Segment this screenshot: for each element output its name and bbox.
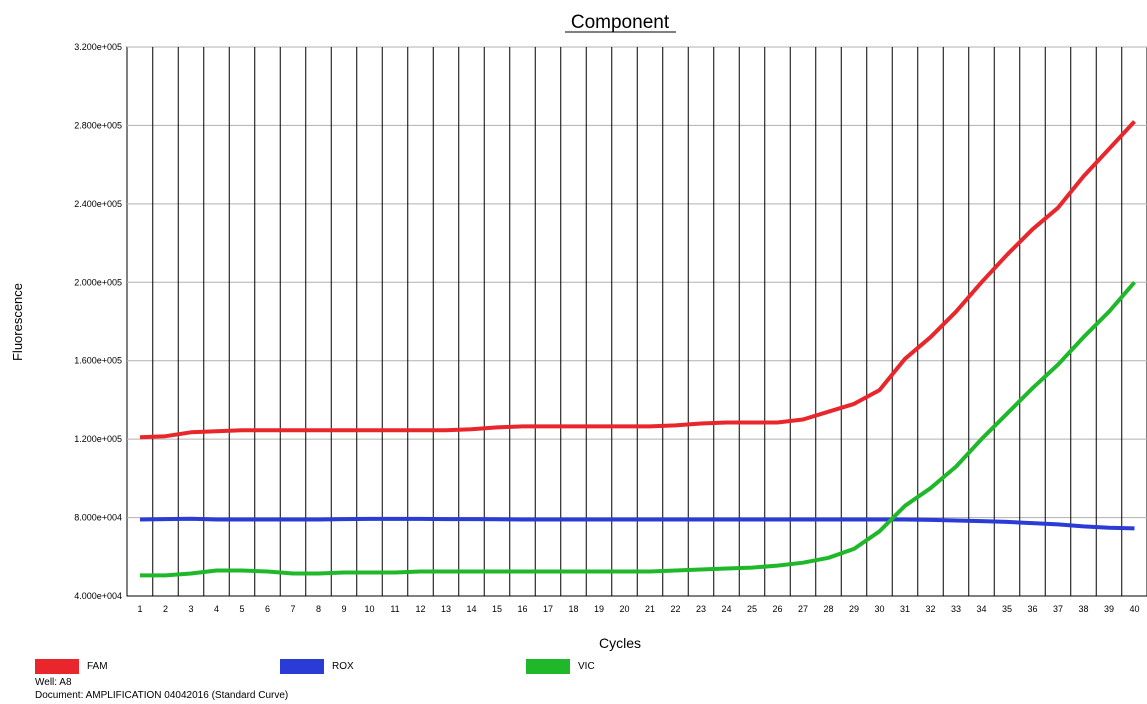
series-lines <box>139 120 1137 578</box>
legend-label-vic: VIC <box>578 661 595 672</box>
y-axis-label: Fluorescence <box>10 283 25 361</box>
legend-swatch-fam <box>35 659 79 674</box>
x-tick-label: 25 <box>747 604 757 614</box>
y-tick-label: 4.000e+004 <box>74 591 122 601</box>
x-tick-label: 28 <box>823 604 833 614</box>
x-tick-label: 12 <box>415 604 425 614</box>
x-tick-label: 6 <box>265 604 270 614</box>
y-tick-label: 2.800e+005 <box>74 120 122 130</box>
x-tick-label: 38 <box>1078 604 1088 614</box>
x-tick-label: 22 <box>670 604 680 614</box>
y-tick-label: 1.600e+005 <box>74 356 122 366</box>
x-tick-label: 9 <box>341 604 346 614</box>
legend-label-fam: FAM <box>87 661 108 672</box>
x-tick-label: 24 <box>721 604 731 614</box>
x-tick-label: 11 <box>390 604 399 614</box>
fam-series-line <box>139 120 1136 440</box>
x-tick-label: 21 <box>645 604 655 614</box>
x-tick-label: 32 <box>925 604 935 614</box>
x-tick-label: 30 <box>874 604 884 614</box>
x-tick-label: 34 <box>976 604 986 614</box>
legend-swatch-rox <box>280 659 324 674</box>
x-tick-label: 14 <box>466 604 476 614</box>
x-tick-label: 17 <box>543 604 553 614</box>
x-tick-label: 35 <box>1002 604 1012 614</box>
x-tick-label: 36 <box>1027 604 1037 614</box>
x-tick-label: 27 <box>798 604 808 614</box>
x-tick-label: 31 <box>900 604 910 614</box>
legend: FAM ROX VIC <box>35 659 595 674</box>
legend-swatch-vic <box>526 659 570 674</box>
x-tick-label: 33 <box>951 604 961 614</box>
x-tick-label: 29 <box>849 604 859 614</box>
y-tick-label: 8.000e+004 <box>74 513 122 523</box>
legend-label-rox: ROX <box>332 661 354 672</box>
x-tick-label: 40 <box>1129 604 1139 614</box>
x-tick-label: 37 <box>1053 604 1063 614</box>
x-tick-label: 10 <box>364 604 374 614</box>
x-tick-label: 5 <box>239 604 244 614</box>
x-axis-label: Cycles <box>599 635 641 651</box>
x-tick-label: 15 <box>492 604 502 614</box>
x-tick-label: 39 <box>1104 604 1114 614</box>
x-tick-label: 2 <box>163 604 168 614</box>
y-tick-label: 2.400e+005 <box>74 199 122 209</box>
document-label: Document: AMPLIFICATION 04042016 (Standa… <box>35 690 289 701</box>
x-tick-label: 18 <box>568 604 578 614</box>
y-tick-label: 2.000e+005 <box>74 277 122 287</box>
y-tick-label: 1.200e+005 <box>74 434 122 444</box>
x-tick-label: 19 <box>594 604 604 614</box>
x-tick-label: 20 <box>619 604 629 614</box>
x-tick-labels: 1 2 3 4 5 6 7 8 9 10 11 12 13 14 15 16 17 18 19 20 21 22 23 24 2… <box>137 604 1139 614</box>
x-tick-label: 4 <box>214 604 219 614</box>
x-tick-label: 16 <box>517 604 527 614</box>
x-tick-label: 26 <box>772 604 782 614</box>
x-tick-label: 3 <box>188 604 193 614</box>
x-tick-label: 23 <box>696 604 706 614</box>
y-tick-label: 3.200e+005 <box>74 42 122 52</box>
y-tick-labels: 4.000e+004 8.000e+004 1.200e+005 1.600e+005… <box>74 42 122 601</box>
x-tick-label: 7 <box>290 604 295 614</box>
well-label: Well: A8 <box>35 677 72 688</box>
chart-title: Component <box>571 12 670 33</box>
grid <box>126 46 1147 597</box>
x-tick-label: 8 <box>316 604 321 614</box>
x-tick-label: 13 <box>441 604 451 614</box>
x-tick-label: 1 <box>137 604 142 614</box>
rox-series-line <box>139 516 1135 531</box>
vic-series-line <box>140 280 1137 578</box>
